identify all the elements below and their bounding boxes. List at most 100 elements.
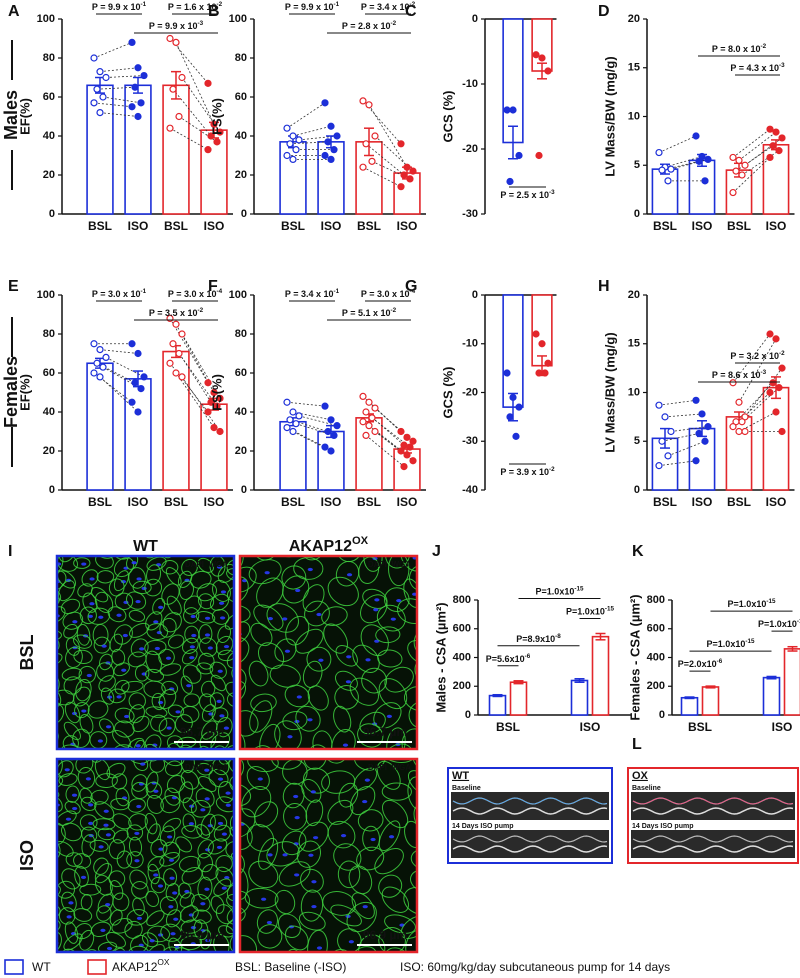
cell-outline	[285, 615, 310, 646]
cell-outline	[131, 774, 148, 792]
data-point	[409, 437, 417, 445]
nucleus	[98, 615, 104, 619]
p-value-sup: -15	[766, 598, 776, 605]
nucleus	[365, 658, 371, 662]
pair-line	[286, 102, 326, 129]
p-value-sup: -2	[779, 350, 785, 357]
row-header: BSL	[17, 634, 37, 670]
data-point	[128, 398, 136, 406]
echo-outline	[452, 797, 608, 805]
cell-outline	[87, 700, 109, 719]
cell-outline	[132, 580, 152, 595]
y-tick-label: 60	[43, 91, 55, 103]
y-tick-label: 600	[647, 623, 665, 635]
p-value-sup: -2	[391, 307, 397, 314]
p-value-main: P = 9.9 x 10	[149, 21, 198, 31]
x-tick-label: ISO	[766, 219, 787, 233]
row-label: Males	[1, 90, 21, 140]
echo-image	[451, 792, 609, 820]
nucleus	[362, 799, 368, 804]
cell-outline	[248, 559, 282, 585]
cell-outline	[109, 947, 126, 952]
data-point	[137, 99, 145, 107]
data-point	[128, 340, 136, 348]
data-point	[295, 412, 303, 420]
cell-outline	[327, 576, 359, 607]
p-value: P = 9.9 x 10-1	[92, 1, 147, 12]
p-value-main: P = 5.1 x 10	[342, 308, 391, 318]
cell-outline	[179, 580, 194, 601]
pair-line	[374, 135, 414, 172]
nucleus	[370, 837, 376, 842]
nucleus	[390, 617, 396, 621]
nucleus	[81, 562, 87, 566]
nucleus	[241, 955, 246, 958]
cell-outline	[57, 795, 63, 813]
cell-outline	[180, 919, 203, 934]
cell-outline	[77, 766, 96, 789]
cell-outline	[57, 606, 66, 624]
data-point	[769, 379, 777, 387]
cell-outline	[197, 852, 213, 873]
cell-outline	[240, 621, 251, 645]
cell-outline	[403, 686, 417, 712]
data-point	[359, 418, 367, 426]
cell-outline	[57, 839, 61, 860]
p-value-sup: -15	[797, 618, 800, 625]
data-point	[207, 132, 215, 140]
pair-line	[181, 77, 221, 133]
data-point	[766, 153, 774, 162]
cell-outline	[197, 839, 214, 859]
data-point	[93, 85, 101, 93]
legend-label: WT	[32, 960, 51, 974]
pair-line	[286, 401, 326, 407]
pair-line	[365, 435, 405, 467]
echo-caption: Baseline	[452, 785, 481, 792]
data-point	[327, 122, 335, 130]
nucleus	[257, 777, 263, 781]
nucleus	[225, 791, 231, 795]
cell-outline	[278, 861, 311, 887]
data-point	[365, 398, 373, 406]
nucleus	[103, 809, 109, 813]
data-point	[359, 163, 367, 171]
data-point	[371, 427, 379, 436]
p-value-sup: -1	[141, 288, 147, 295]
data-point	[169, 85, 177, 93]
data-point	[96, 373, 104, 381]
nucleus	[103, 823, 109, 827]
p-value: P = 8.0 x 10-2	[712, 43, 767, 54]
bar	[200, 403, 228, 491]
nucleus	[97, 739, 103, 743]
nucleus	[316, 612, 322, 617]
echo-caption: Baseline	[632, 785, 661, 792]
cell-outline	[240, 851, 245, 878]
p-value: P = 1.6 x 10-2	[168, 1, 223, 12]
nucleus	[294, 816, 300, 820]
data-point	[544, 67, 552, 75]
cell-outline	[95, 773, 118, 789]
cell-outline	[381, 759, 416, 764]
cell-outline	[57, 675, 60, 696]
y-tick-label: 20	[43, 169, 55, 181]
nucleus	[72, 620, 78, 624]
cell-outline	[162, 817, 182, 833]
nucleus	[170, 932, 176, 936]
data-point	[172, 369, 180, 377]
nucleus	[282, 617, 288, 621]
cell-outline	[323, 623, 348, 654]
cell-outline	[228, 759, 234, 775]
cell-outline	[127, 945, 151, 952]
y-tick-label: 10	[628, 386, 640, 398]
legend-label: AKAP12OX	[112, 957, 170, 974]
y-axis-label: FS(%)	[209, 98, 224, 135]
data-point	[704, 155, 712, 163]
cell-outline	[57, 596, 60, 609]
y-axis-label: Females - CSA (µm²)	[627, 594, 642, 720]
stain-label: WGA	[208, 763, 228, 772]
y-axis-label: GCS (%)	[440, 91, 455, 143]
data-point	[664, 452, 672, 460]
nucleus	[65, 817, 72, 821]
p-value-main: P = 9.9 x 10	[285, 2, 334, 12]
cell-outline	[196, 824, 211, 839]
